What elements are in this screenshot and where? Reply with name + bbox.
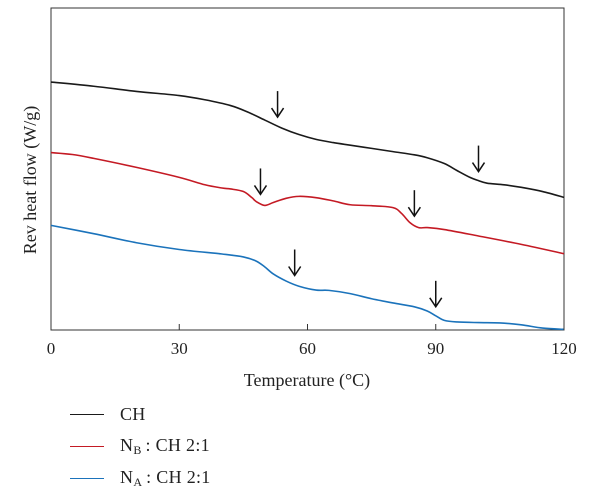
series-line-na (50, 224, 565, 331)
y-axis-title: Rev heat flow (W/g) (20, 106, 41, 254)
legend-item-ch: CH (70, 398, 211, 430)
transition-arrow-na (429, 280, 443, 309)
x-tick-label: 0 (47, 339, 56, 358)
transition-arrow-nb (253, 168, 268, 196)
x-axis-title: Temperature (°C) (244, 370, 370, 391)
dsc-chart: 0 30 60 90 120 Temperature (°C) Rev heat flo… (20, 7, 577, 391)
marker-layer (253, 91, 486, 309)
legend-swatch-ch (70, 413, 104, 415)
legend-label-ch: CH (120, 403, 146, 424)
x-tick-label: 90 (427, 339, 444, 358)
legend-swatch-na (70, 477, 104, 479)
legend-label-na: NA : CH 2:1 (120, 466, 211, 489)
legend: CH NB : CH 2:1 NA : CH 2:1 (70, 398, 211, 494)
legend-item-nb: NB : CH 2:1 (70, 430, 211, 462)
axis-layer: 0 30 60 90 120 (47, 324, 577, 358)
x-tick-label: 60 (299, 339, 316, 358)
plot-frame (50, 7, 565, 331)
transition-arrow-ch (270, 91, 285, 119)
legend-item-na: NA : CH 2:1 (70, 462, 211, 494)
transition-arrow-nb (407, 190, 421, 218)
plot-area (50, 7, 565, 331)
series-layer (50, 81, 565, 331)
transition-arrow-ch (471, 145, 486, 173)
x-tick-label: 30 (171, 339, 188, 358)
series-line-ch (50, 81, 565, 199)
legend-swatch-nb (70, 445, 104, 447)
x-tick-label: 120 (551, 339, 577, 358)
transition-arrow-na (288, 249, 302, 277)
series-line-nb (50, 151, 565, 255)
legend-label-nb: NB : CH 2:1 (120, 434, 210, 457)
